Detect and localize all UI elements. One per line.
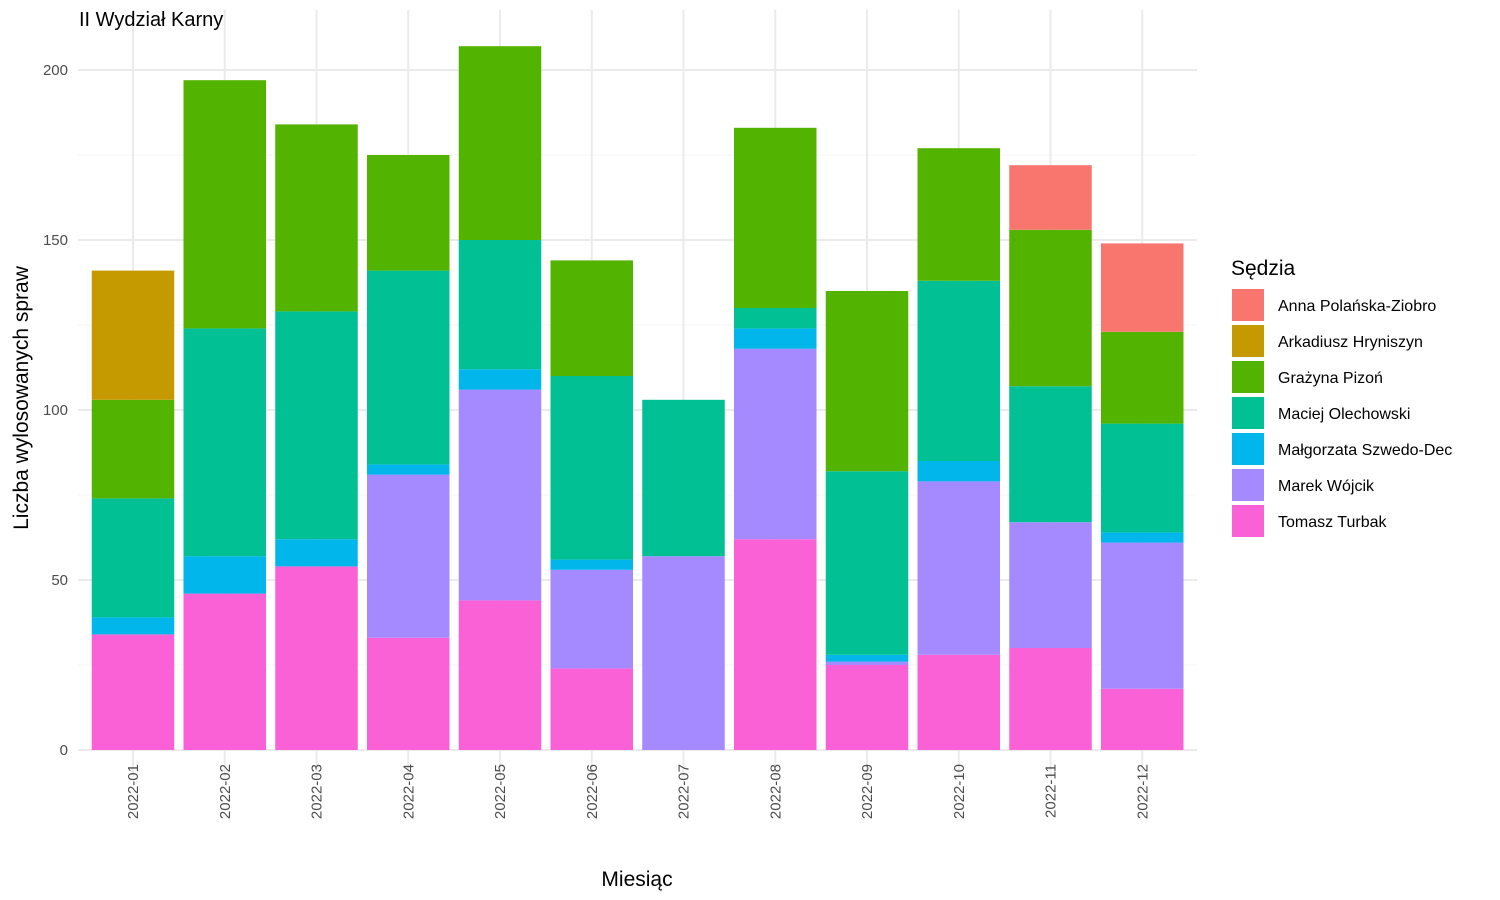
bar-segment-2022-06-tomasz-turbak <box>550 668 633 750</box>
bar-segment-2022-12-tomasz-turbak <box>1101 688 1184 750</box>
x-tick-label: 2022-03 <box>309 764 326 819</box>
bar-segment-2022-09-maciej-olechowski <box>825 471 909 655</box>
bar-segment-2022-11-tomasz-turbak <box>1009 648 1092 750</box>
bar-segment-2022-12-małgorzata-szwedo-dec <box>1101 532 1184 543</box>
bar-segment-2022-12-grażyna-pizoń <box>1101 331 1184 424</box>
legend-label: Maciej Olechowski <box>1278 406 1410 423</box>
x-tick-label: 2022-04 <box>400 764 417 819</box>
legend-title: Sędzia <box>1231 257 1296 280</box>
bar-segment-2022-08-małgorzata-szwedo-dec <box>734 328 817 349</box>
x-axis-title: Miesiąc <box>601 868 672 891</box>
bar-segment-2022-09-grażyna-pizoń <box>825 291 909 472</box>
bar-segment-2022-06-grażyna-pizoń <box>550 260 633 376</box>
y-tick-label: 0 <box>60 742 68 759</box>
bar-segment-2022-06-małgorzata-szwedo-dec <box>550 559 633 570</box>
legend-swatch <box>1232 505 1264 537</box>
bar-segment-2022-08-tomasz-turbak <box>734 539 817 750</box>
bar-segment-2022-04-marek-wójcik <box>367 474 450 638</box>
bar-segment-2022-01-maciej-olechowski <box>91 498 175 618</box>
legend-label: Małgorzata Szwedo-Dec <box>1278 442 1452 459</box>
bar-segment-2022-08-maciej-olechowski <box>734 308 817 329</box>
bar-segment-2022-06-maciej-olechowski <box>550 376 633 560</box>
bar-segment-2022-05-grażyna-pizoń <box>458 46 542 241</box>
bar-segment-2022-10-małgorzata-szwedo-dec <box>917 461 1000 482</box>
legend-label: Grażyna Pizoń <box>1278 370 1383 387</box>
bar-segment-2022-09-marek-wójcik <box>825 661 909 665</box>
y-tick-label: 50 <box>51 572 68 589</box>
bar-segment-2022-05-marek-wójcik <box>458 389 542 601</box>
bar-segment-2022-04-tomasz-turbak <box>367 637 450 750</box>
y-axis: 0 50 100 150 200 <box>43 62 68 759</box>
legend-swatch <box>1232 469 1264 501</box>
bar-segment-2022-04-małgorzata-szwedo-dec <box>367 464 450 475</box>
bar-segment-2022-09-tomasz-turbak <box>825 665 909 750</box>
y-tick-label: 200 <box>43 62 68 79</box>
bar-segment-2022-03-maciej-olechowski <box>275 311 358 540</box>
bar-segment-2022-08-grażyna-pizoń <box>734 127 817 308</box>
bar-segment-2022-11-marek-wójcik <box>1009 522 1092 648</box>
x-axis: 2022-01 2022-02 2022-03 2022-04 2022-05 2022-… <box>125 764 1151 819</box>
x-tick-label: 2022-07 <box>676 764 693 819</box>
bars-layer <box>91 46 1184 750</box>
bar-segment-2022-10-marek-wójcik <box>917 481 1000 655</box>
y-axis-title: Liczba wylosowanych spraw <box>10 265 33 530</box>
legend-label: Anna Polańska-Ziobro <box>1278 298 1436 315</box>
bar-segment-2022-05-tomasz-turbak <box>458 600 542 750</box>
bar-segment-2022-01-grażyna-pizoń <box>91 399 175 499</box>
bar-segment-2022-10-tomasz-turbak <box>917 654 1000 750</box>
legend-swatch <box>1232 433 1264 465</box>
bar-segment-2022-01-tomasz-turbak <box>91 634 175 750</box>
x-tick-label: 2022-09 <box>859 764 876 819</box>
bar-segment-2022-10-maciej-olechowski <box>917 280 1000 461</box>
x-tick-label: 2022-06 <box>584 764 601 819</box>
bar-segment-2022-12-marek-wójcik <box>1101 542 1184 689</box>
x-tick-label: 2022-11 <box>1043 764 1060 818</box>
x-tick-label: 2022-02 <box>217 764 234 819</box>
y-tick-label: 150 <box>43 232 68 249</box>
bar-segment-2022-11-maciej-olechowski <box>1009 386 1092 523</box>
bar-segment-2022-01-małgorzata-szwedo-dec <box>91 617 175 635</box>
bar-segment-2022-12-maciej-olechowski <box>1101 423 1184 533</box>
legend-label: Tomasz Turbak <box>1278 514 1387 531</box>
x-tick-label: 2022-10 <box>951 764 968 819</box>
bar-segment-2022-05-maciej-olechowski <box>458 240 542 370</box>
x-tick-label: 2022-01 <box>125 764 142 819</box>
x-tick-label: 2022-12 <box>1134 764 1151 819</box>
bar-segment-2022-09-małgorzata-szwedo-dec <box>825 654 909 662</box>
bar-segment-2022-04-grażyna-pizoń <box>367 155 450 271</box>
bar-segment-2022-04-maciej-olechowski <box>367 270 450 465</box>
bar-segment-2022-02-maciej-olechowski <box>183 328 266 557</box>
legend-swatch <box>1232 397 1264 429</box>
bar-segment-2022-02-małgorzata-szwedo-dec <box>183 556 266 594</box>
bar-segment-2022-02-grażyna-pizoń <box>183 80 266 329</box>
bar-segment-2022-11-anna-polańska-ziobro <box>1009 165 1092 230</box>
legend-swatch <box>1232 289 1264 321</box>
bar-segment-2022-03-grażyna-pizoń <box>275 124 358 312</box>
bar-segment-2022-01-arkadiusz-hryniszyn <box>91 270 175 400</box>
bar-segment-2022-07-marek-wójcik <box>642 556 725 750</box>
chart-title: II Wydział Karny <box>79 9 223 31</box>
legend-swatch <box>1232 361 1264 393</box>
legend-swatch <box>1232 325 1264 357</box>
bar-segment-2022-08-marek-wójcik <box>734 348 817 540</box>
legend-label: Arkadiusz Hryniszyn <box>1278 334 1423 351</box>
y-tick-label: 100 <box>43 402 68 419</box>
x-tick-label: 2022-08 <box>767 764 784 819</box>
legend: Sędzia Anna Polańska-Ziobro Arkadiusz Hry… <box>1231 257 1452 537</box>
bar-segment-2022-11-grażyna-pizoń <box>1009 229 1092 387</box>
bar-segment-2022-05-małgorzata-szwedo-dec <box>458 369 542 390</box>
bar-segment-2022-03-tomasz-turbak <box>275 566 358 750</box>
bar-segment-2022-10-grażyna-pizoń <box>917 148 1000 281</box>
bar-segment-2022-02-tomasz-turbak <box>183 593 266 750</box>
bar-segment-2022-07-maciej-olechowski <box>642 399 725 557</box>
legend-label: Marek Wójcik <box>1278 478 1375 495</box>
bar-segment-2022-06-marek-wójcik <box>550 569 633 669</box>
bar-segment-2022-03-małgorzata-szwedo-dec <box>275 539 358 567</box>
bar-segment-2022-12-anna-polańska-ziobro <box>1101 243 1184 332</box>
x-tick-label: 2022-05 <box>492 764 509 819</box>
